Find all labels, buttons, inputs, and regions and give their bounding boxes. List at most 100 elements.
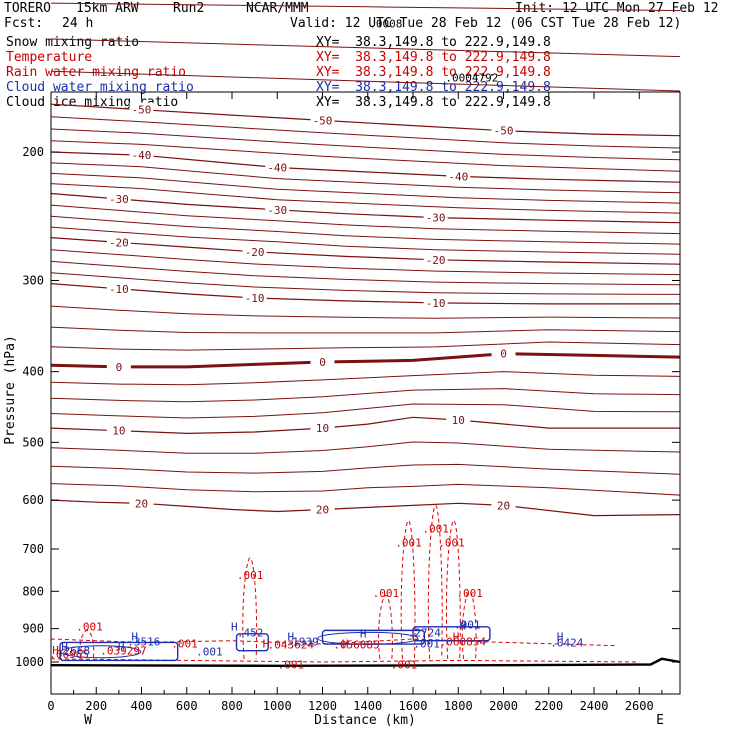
terrain-line [50, 657, 681, 668]
isotherm-interval [50, 215, 681, 245]
isotherm-label-bg [310, 113, 335, 127]
init-time: Init: 12 UTC Mon 27 Feb 12 [515, 1, 719, 16]
high-marker: H [231, 620, 238, 633]
rain-label: .001 [422, 523, 449, 536]
isotherm-label: -50 [494, 125, 514, 138]
isotherm-label: 10 [316, 422, 329, 435]
high-marker: H [453, 631, 460, 644]
isotherm-label-bg [491, 498, 516, 512]
isotherm-label-bg [106, 359, 131, 373]
isotherm-interval [50, 162, 681, 194]
field-label-rain: Rain water mixing ratio [6, 65, 187, 80]
isotherm-label-bg [446, 169, 471, 183]
isotherm-interval [50, 388, 681, 403]
field-range-cloud-ice: XY= 38.3,149.8 to 222.9,149.8 [316, 95, 551, 110]
isotherm-label-bg [242, 290, 267, 304]
isotherm-interval [50, 183, 681, 214]
isotherm--50 [50, 103, 681, 137]
isotherm-label: 20 [497, 499, 510, 512]
model-name: TORERO [4, 1, 51, 16]
cloud-water-label: .1939 [286, 636, 319, 649]
isotherm-label-bg [129, 102, 154, 116]
cloud-water-contour [317, 631, 419, 645]
high-marker: H [288, 631, 295, 644]
y-tick-label: 400 [22, 365, 44, 379]
rain-label: .001 [278, 658, 305, 671]
isotherm-interval [50, 116, 681, 149]
high-marker: H [61, 641, 68, 654]
field-label-cloud-water: Cloud water mixing ratio [6, 80, 194, 95]
isotherm-label-bg [423, 210, 448, 224]
isotherm-label-bg [265, 202, 290, 216]
isotherm-0 [50, 352, 681, 369]
rain-label: .001 [395, 537, 422, 550]
cloud-water-label: .2668 [57, 645, 90, 658]
high-marker: H [52, 644, 59, 657]
forecast-label: Fcst: [4, 16, 44, 31]
isotherm-interval [50, 172, 681, 204]
high-marker: H [131, 631, 138, 644]
y-axis-label: Pressure (hPa) [3, 335, 18, 445]
y-tick-label: 800 [22, 584, 44, 598]
x-tick-label: 2000 [489, 699, 518, 713]
isotherm-label-bg [129, 496, 154, 510]
x-tick-label: 2200 [534, 699, 563, 713]
x-tick-label: 1000 [263, 699, 292, 713]
snow-label: .0008 [369, 17, 402, 30]
y-tick-label: 700 [22, 542, 44, 556]
high-marker: H [360, 627, 367, 640]
y-tick-label: 900 [22, 622, 44, 636]
high-marker: H [342, 637, 349, 650]
rain-label: .039297 [100, 645, 146, 658]
isotherm-label-bg [491, 123, 516, 137]
isotherm-interval [50, 441, 681, 454]
isotherm-label-bg [310, 421, 335, 435]
snow-label: .0004792 [445, 71, 498, 84]
isotherm-label: 0 [319, 356, 326, 369]
x-axis-label: Distance (km) [314, 713, 416, 728]
cloud-water-label: .001 [196, 646, 223, 659]
isotherm-interval [50, 371, 681, 386]
isotherm-label-bg [310, 354, 335, 368]
isotherm-label-bg [106, 235, 131, 249]
rain-label: .056085 [333, 638, 379, 651]
cloud-water-contour [59, 641, 179, 662]
isotherm-interval [50, 463, 681, 475]
isotherm-label: -50 [313, 114, 333, 127]
isotherm-label: -40 [132, 149, 152, 162]
rain-contour [242, 557, 258, 659]
isotherm-label-bg [106, 192, 131, 206]
rain-label: .06965 [49, 648, 89, 661]
rain-contour [79, 629, 95, 659]
y-tick-label: 500 [22, 435, 44, 449]
organization: NCAR/MMM [246, 1, 309, 16]
east-endpoint-label: E [656, 713, 664, 728]
isotherm-label-bg [491, 346, 516, 360]
rain-label: .001 [438, 537, 465, 550]
isotherm-10 [50, 416, 680, 435]
isotherm-label-bg [423, 295, 448, 309]
isotherm-label: 20 [316, 503, 329, 516]
x-tick-label: 1200 [308, 699, 337, 713]
isotherm-label: -10 [426, 297, 446, 310]
isotherm-label-bg [265, 160, 290, 174]
isotherm-label: 10 [452, 414, 465, 427]
cloud-water-contour [412, 626, 491, 642]
y-tick-label: 300 [22, 273, 44, 287]
x-tick-label: 2400 [580, 699, 609, 713]
isotherm-upper [50, 70, 681, 92]
isotherm-label-bg [423, 252, 448, 266]
x-tick-label: 1400 [353, 699, 382, 713]
contour-labels: .001.001.001.001.001.001.001.001.043624.… [49, 17, 584, 671]
plot-frame [50, 91, 681, 695]
isotherm-interval [50, 483, 681, 496]
isotherm-label-bg [129, 148, 154, 162]
y-tick-label: 600 [22, 493, 44, 507]
field-range-temperature: XY= 38.3,149.8 to 222.9,149.8 [316, 50, 551, 65]
cloud-water-contours [59, 626, 491, 662]
rain-contour [378, 594, 393, 659]
field-range-rain: XY= 38.3,149.8 to 222.9,149.8 [316, 65, 551, 80]
isotherm-upper [50, 2, 681, 12]
rain-contour [461, 590, 477, 659]
y-tick-label: 1000 [15, 655, 44, 669]
